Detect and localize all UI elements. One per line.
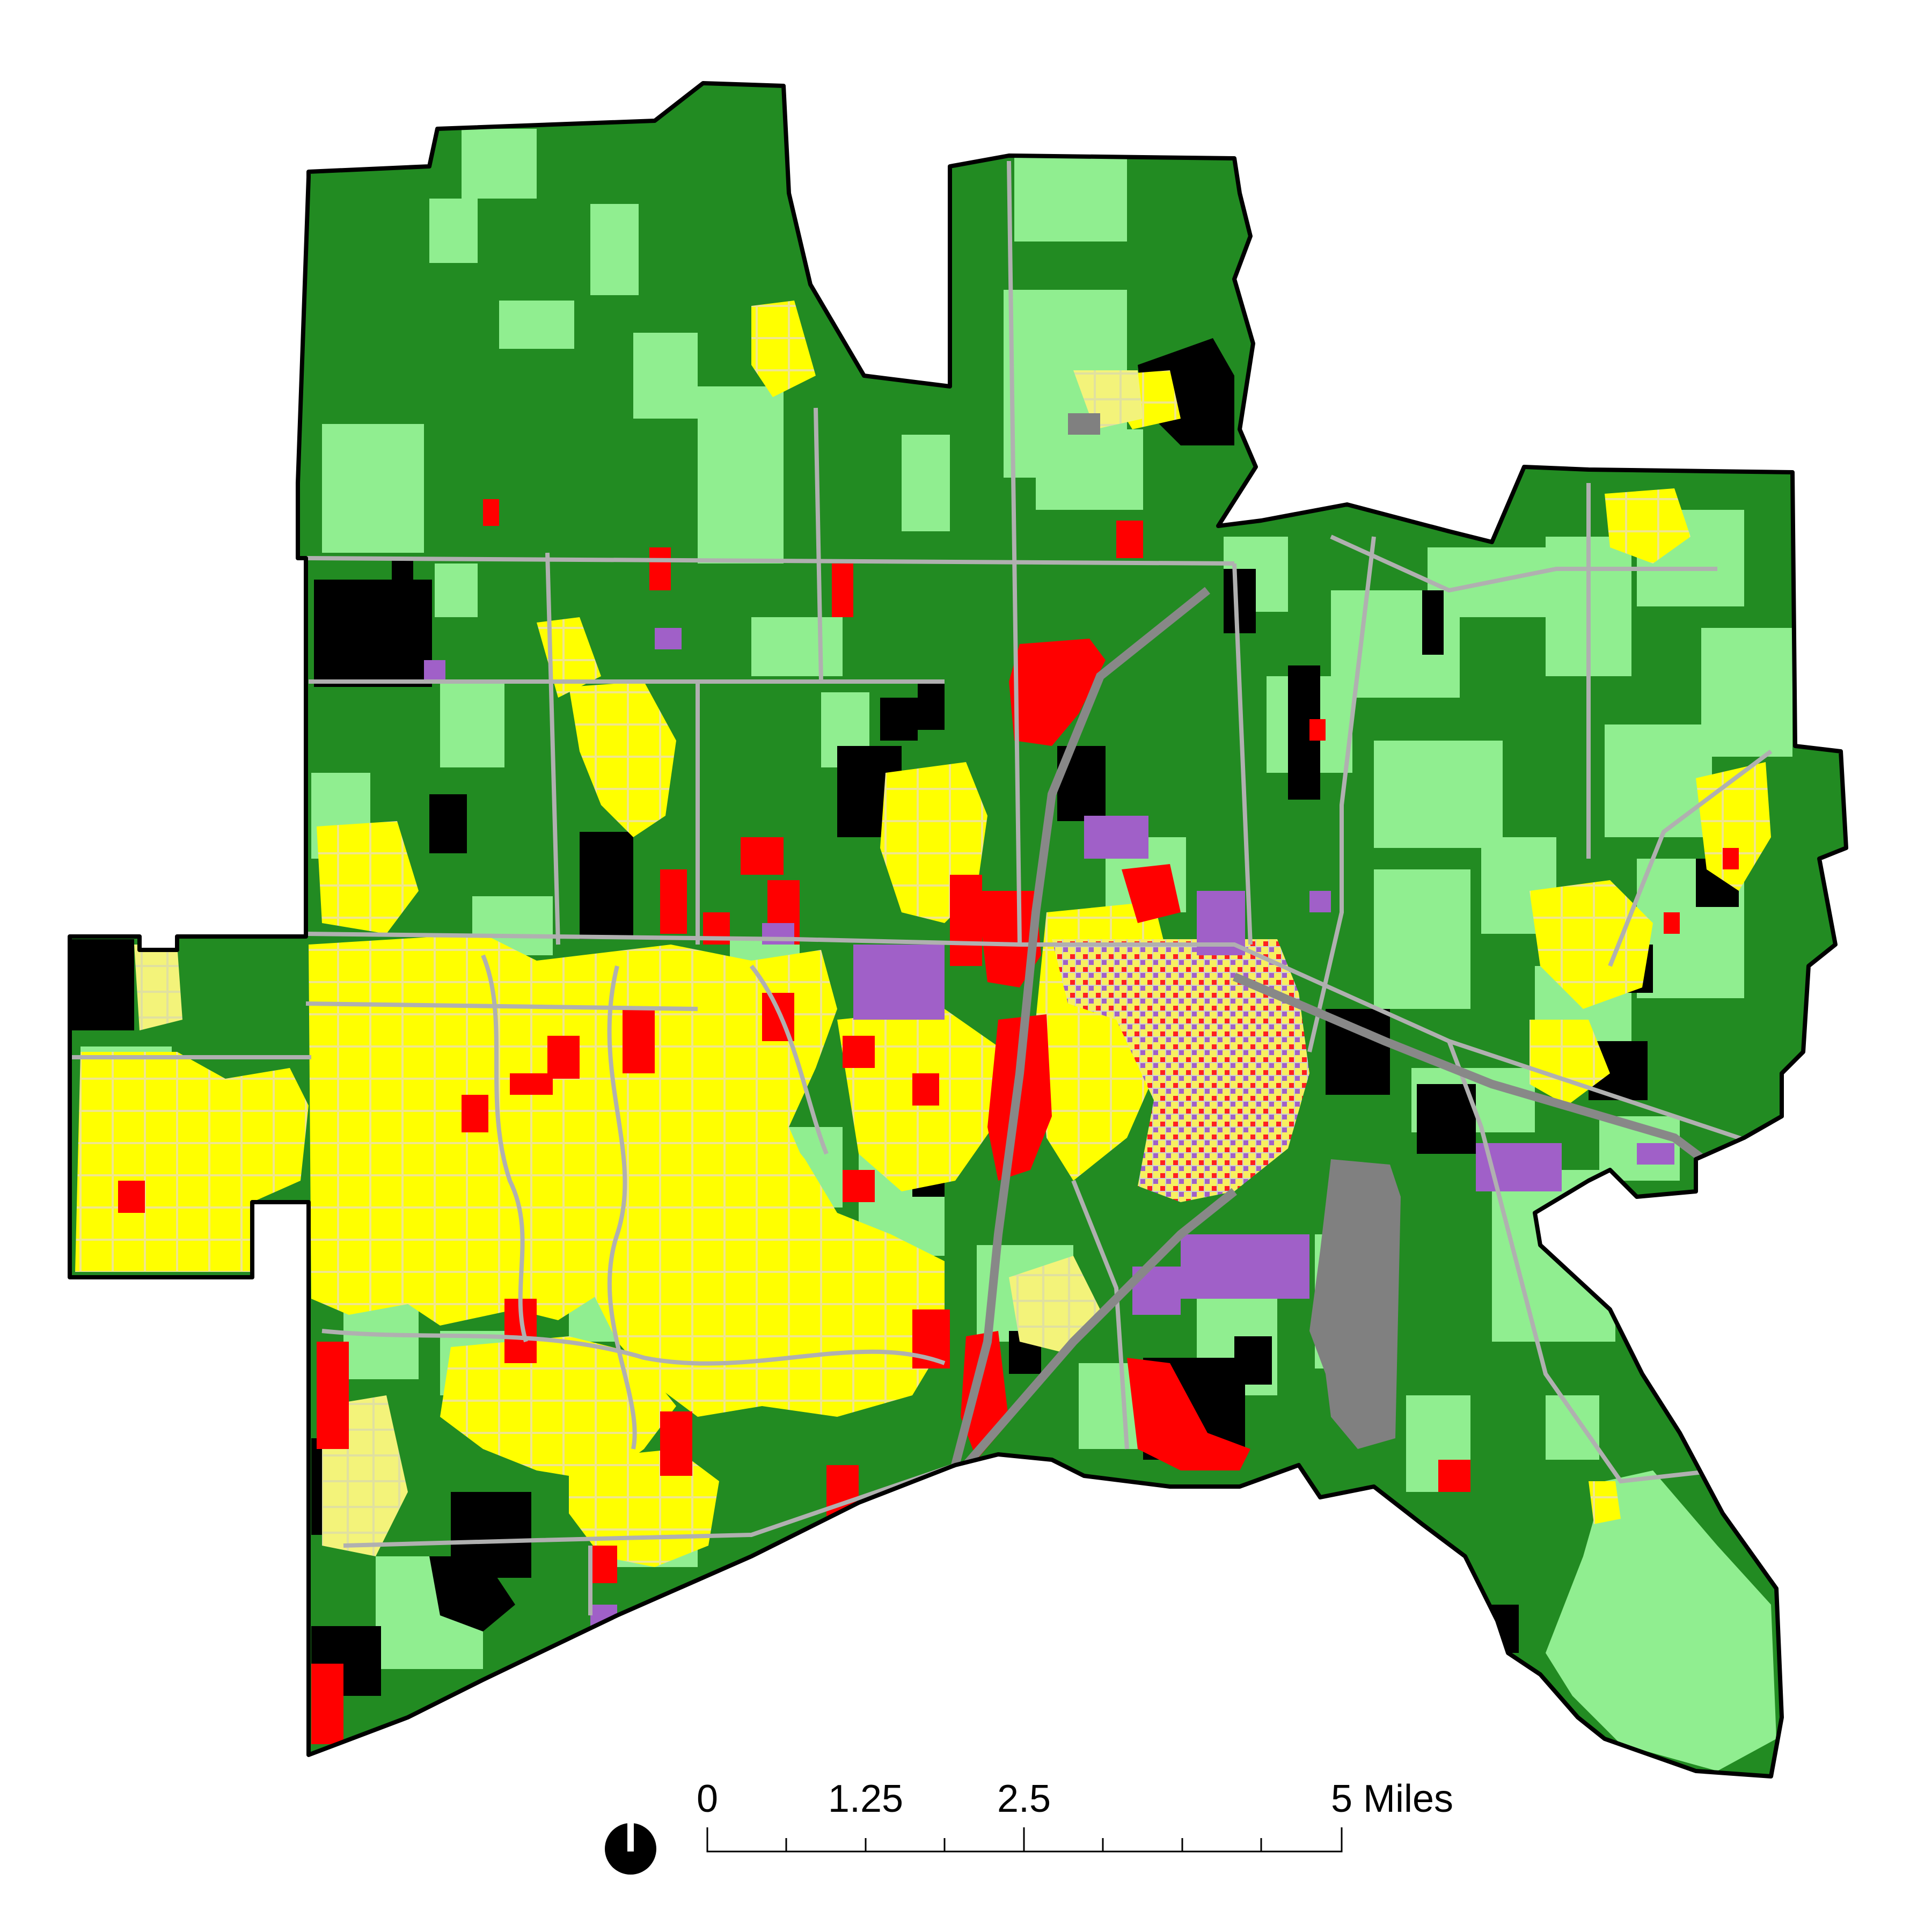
scale-label-3: 5 Miles [1331, 1777, 1453, 1820]
parcels-utility [1068, 413, 1401, 1449]
scale-label-1: 1.25 [828, 1777, 903, 1820]
scale-bar-line [706, 1827, 1343, 1853]
highway-network [951, 587, 1720, 1468]
north-arrow-icon [605, 1819, 656, 1875]
parcels-downtown [1052, 939, 1309, 1202]
road-network [70, 160, 1773, 1615]
parcels-industrial [424, 628, 1674, 1631]
scale-label-2: 2.5 [997, 1777, 1051, 1820]
scale-bar: 0 1.25 2.5 5 Miles [697, 1777, 1453, 1853]
scale-label-0: 0 [697, 1777, 718, 1820]
parcels-residential [75, 301, 1771, 1567]
